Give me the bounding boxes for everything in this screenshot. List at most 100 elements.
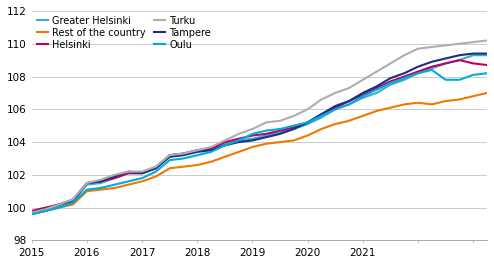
- Tampere: [236, 140, 242, 144]
- Tampere: [277, 132, 283, 135]
- Helsinki: [42, 206, 48, 209]
- Rest of the country: [139, 180, 145, 183]
- Rest of the country: [263, 142, 269, 145]
- Greater Helsinki: [98, 182, 104, 185]
- Turku: [456, 42, 462, 45]
- Rest of the country: [166, 167, 172, 170]
- Tampere: [139, 172, 145, 175]
- Helsinki: [401, 75, 407, 78]
- Oulu: [249, 132, 255, 135]
- Oulu: [208, 150, 214, 153]
- Greater Helsinki: [208, 147, 214, 150]
- Oulu: [319, 114, 325, 117]
- Line: Turku: Turku: [32, 41, 487, 213]
- Oulu: [470, 73, 476, 77]
- Oulu: [291, 124, 297, 127]
- Line: Greater Helsinki: Greater Helsinki: [32, 55, 487, 214]
- Oulu: [456, 78, 462, 81]
- Oulu: [194, 154, 200, 157]
- Rest of the country: [305, 134, 311, 137]
- Turku: [373, 70, 379, 73]
- Turku: [222, 139, 228, 142]
- Rest of the country: [373, 109, 379, 113]
- Turku: [470, 41, 476, 44]
- Tampere: [429, 60, 435, 63]
- Turku: [387, 62, 393, 65]
- Greater Helsinki: [373, 91, 379, 95]
- Helsinki: [56, 203, 62, 206]
- Greater Helsinki: [70, 200, 76, 203]
- Rest of the country: [277, 140, 283, 144]
- Tampere: [222, 144, 228, 147]
- Oulu: [84, 188, 90, 191]
- Helsinki: [415, 70, 421, 73]
- Greater Helsinki: [443, 62, 449, 65]
- Greater Helsinki: [263, 134, 269, 137]
- Tampere: [153, 167, 159, 170]
- Greater Helsinki: [470, 54, 476, 57]
- Tampere: [180, 154, 186, 157]
- Helsinki: [277, 129, 283, 132]
- Rest of the country: [484, 91, 490, 95]
- Turku: [319, 98, 325, 101]
- Greater Helsinki: [56, 204, 62, 207]
- Oulu: [236, 139, 242, 142]
- Oulu: [346, 103, 352, 106]
- Tampere: [84, 182, 90, 185]
- Oulu: [484, 72, 490, 75]
- Helsinki: [360, 93, 366, 96]
- Tampere: [346, 99, 352, 103]
- Rest of the country: [332, 122, 338, 126]
- Helsinki: [194, 149, 200, 152]
- Rest of the country: [208, 160, 214, 163]
- Helsinki: [29, 209, 35, 213]
- Rest of the country: [153, 175, 159, 178]
- Oulu: [415, 72, 421, 75]
- Greater Helsinki: [387, 83, 393, 86]
- Helsinki: [139, 172, 145, 175]
- Turku: [70, 198, 76, 201]
- Tampere: [443, 57, 449, 60]
- Turku: [429, 45, 435, 48]
- Turku: [415, 47, 421, 50]
- Tampere: [319, 113, 325, 116]
- Rest of the country: [387, 106, 393, 109]
- Tampere: [360, 91, 366, 95]
- Helsinki: [166, 154, 172, 157]
- Turku: [208, 145, 214, 149]
- Greater Helsinki: [484, 54, 490, 57]
- Greater Helsinki: [346, 103, 352, 106]
- Greater Helsinki: [415, 72, 421, 75]
- Helsinki: [180, 152, 186, 155]
- Helsinki: [125, 172, 131, 175]
- Rest of the country: [415, 101, 421, 104]
- Greater Helsinki: [236, 139, 242, 142]
- Greater Helsinki: [84, 183, 90, 186]
- Tampere: [42, 208, 48, 211]
- Greater Helsinki: [249, 137, 255, 140]
- Tampere: [70, 200, 76, 203]
- Rest of the country: [346, 119, 352, 122]
- Rest of the country: [236, 150, 242, 153]
- Rest of the country: [112, 186, 118, 189]
- Oulu: [153, 170, 159, 173]
- Greater Helsinki: [277, 131, 283, 134]
- Turku: [42, 208, 48, 211]
- Turku: [249, 127, 255, 131]
- Greater Helsinki: [360, 96, 366, 99]
- Rest of the country: [194, 164, 200, 167]
- Turku: [125, 170, 131, 173]
- Rest of the country: [319, 127, 325, 131]
- Rest of the country: [291, 139, 297, 142]
- Oulu: [70, 201, 76, 204]
- Greater Helsinki: [291, 127, 297, 131]
- Helsinki: [346, 99, 352, 103]
- Oulu: [139, 176, 145, 180]
- Turku: [305, 108, 311, 111]
- Tampere: [291, 127, 297, 131]
- Helsinki: [208, 147, 214, 150]
- Tampere: [387, 77, 393, 80]
- Helsinki: [222, 140, 228, 144]
- Rest of the country: [42, 209, 48, 213]
- Turku: [139, 170, 145, 173]
